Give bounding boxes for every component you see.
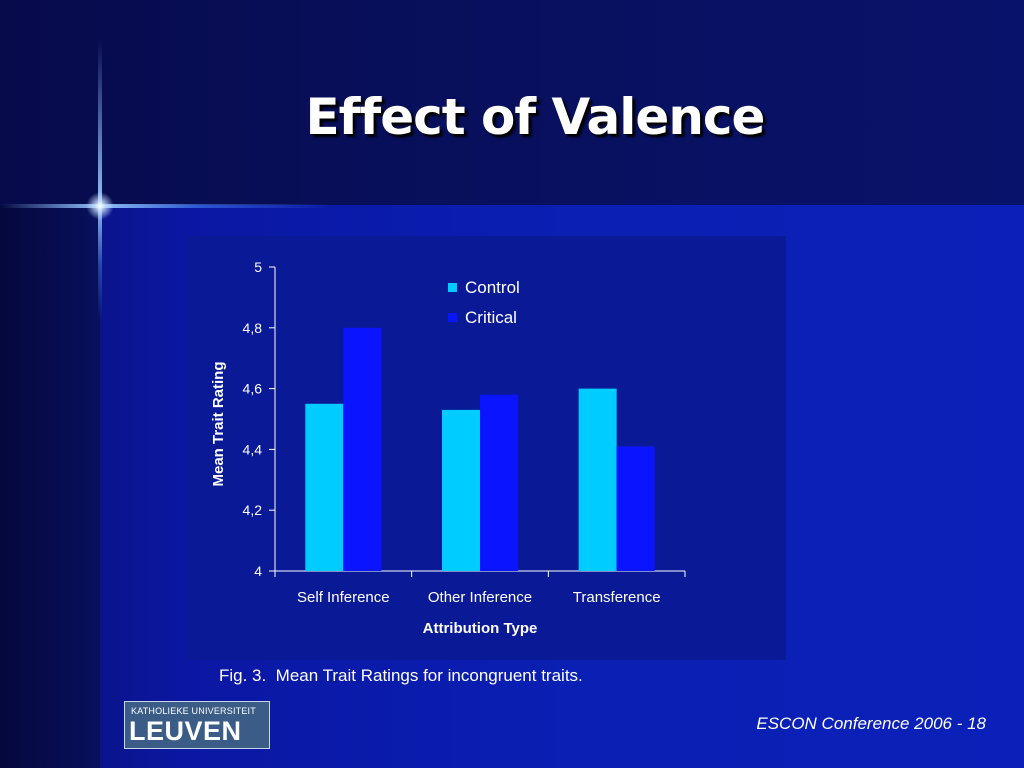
legend-label-control: Control — [465, 278, 520, 297]
y-tick-label: 4 — [254, 563, 262, 579]
bar-control-0 — [305, 403, 344, 571]
logo-top-text: KATHOLIEKE UNIVERSITEIT — [131, 706, 256, 716]
title-band — [0, 0, 1024, 205]
y-tick-label: 5 — [254, 259, 262, 275]
chart-panel: 4 4,2 4,4 4,6 4,8 5 Self Inference Other Infere… — [186, 236, 786, 660]
bar-control-1 — [442, 409, 480, 571]
left-band — [0, 205, 100, 768]
logo-bottom-text: LEUVEN — [129, 716, 242, 746]
y-tick-label: 4,2 — [243, 502, 263, 518]
bar-critical-2 — [616, 446, 655, 571]
bar-critical-1 — [480, 394, 518, 571]
bar-chart: 4 4,2 4,4 4,6 4,8 5 Self Inference Other Infere… — [210, 259, 686, 637]
slide-footer: ESCON Conference 2006 - 18 — [756, 714, 986, 733]
light-flare-horizontal — [0, 204, 330, 208]
y-tick-label: 4,8 — [243, 320, 263, 336]
y-tick-label: 4,6 — [243, 381, 263, 397]
light-flare-core — [86, 192, 114, 220]
bar-control-2 — [578, 388, 617, 571]
legend-label-critical: Critical — [465, 308, 517, 327]
legend-swatch-control — [448, 283, 457, 292]
figure-caption: Fig. 3. Mean Trait Ratings for incongrue… — [219, 666, 583, 685]
legend-swatch-critical — [448, 313, 457, 322]
x-tick-label: Self Inference — [297, 589, 390, 606]
x-tick-label: Other Inference — [428, 589, 532, 606]
university-logo: KATHOLIEKE UNIVERSITEIT LEUVEN — [124, 701, 270, 749]
y-axis-title: Mean Trait Rating — [210, 361, 227, 486]
y-tick-label: 4,4 — [243, 441, 263, 457]
bar-critical-0 — [343, 327, 382, 571]
light-flare-vertical — [98, 40, 102, 320]
x-axis-title: Attribution Type — [423, 620, 538, 637]
x-tick-label: Transference — [573, 589, 661, 606]
slide-title: Effect of Valence — [305, 88, 766, 146]
